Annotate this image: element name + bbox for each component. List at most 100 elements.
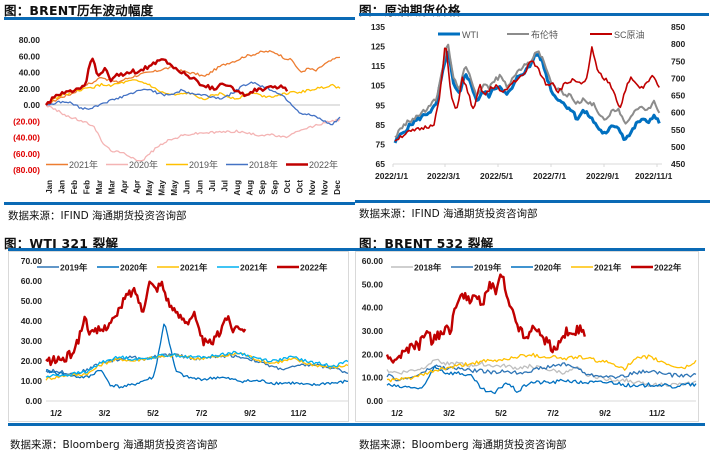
source-note: 数据来源：IFIND 海通期货投资咨询部: [359, 208, 538, 220]
y-tick-label: 40.00: [21, 316, 43, 326]
series-line: [45, 50, 341, 106]
y-tick-label: 60.00: [19, 51, 41, 61]
footer-rule: [355, 423, 705, 426]
series-line: [386, 352, 697, 383]
x-tick-label: 2022/5/1: [480, 171, 513, 181]
y-tick-label-right: 700: [671, 73, 685, 83]
y-tick-label-left: 135: [371, 22, 385, 32]
y-tick-label-right: 450: [671, 159, 685, 169]
y-tick-label-left: 95: [376, 100, 386, 110]
x-tick-label: Jun: [183, 180, 192, 194]
x-tick-label: 5/2: [495, 408, 507, 418]
y-tick-label: (60.00): [13, 149, 40, 159]
x-tick-label: 2022/3/1: [427, 171, 460, 181]
chart-frame: [355, 251, 699, 422]
y-tick-label: (20.00): [13, 116, 40, 126]
y-tick-label-left: 75: [376, 139, 386, 149]
legend-label: 2019年: [60, 263, 88, 273]
series-line: [45, 352, 348, 381]
legend-label: 2021年: [69, 159, 98, 170]
y-tick-label: 30.00: [21, 336, 43, 346]
y-tick-label-right: 800: [671, 39, 685, 49]
y-tick-label: 10.00: [21, 376, 43, 386]
y-tick-label: 10.00: [362, 373, 384, 383]
series-line: [45, 350, 348, 378]
y-tick-label-right: 500: [671, 142, 685, 152]
legend-label: SC原油: [614, 29, 645, 40]
legend-label: 2021年: [180, 263, 208, 273]
y-tick-label: 40.00: [362, 303, 384, 313]
source-note: 数据来源：Bloomberg 海通期货投资咨询部: [10, 439, 218, 451]
y-tick-label-right: 850: [671, 22, 685, 32]
series-line: [386, 358, 697, 388]
x-tick-label: Jul: [220, 180, 229, 192]
x-tick-label: Feb: [83, 180, 92, 194]
x-tick-label: 7/2: [547, 408, 559, 418]
x-tick-label: Aug: [233, 180, 242, 196]
y-tick-label: 70.00: [21, 256, 43, 266]
footer-rule: [355, 200, 710, 203]
y-tick-label-right: 750: [671, 56, 685, 66]
x-tick-label: Jan: [58, 180, 67, 194]
x-tick-label: Aug: [245, 180, 254, 196]
y-tick-label: 50.00: [21, 296, 43, 306]
chart-wti-321: 70.00 60.00 50.00 40.00 30.00 20.00 10.00 0.00 1…: [21, 256, 348, 418]
series-line: [386, 365, 697, 395]
x-tick-label: Mar: [108, 180, 117, 194]
y-tick-label-right: 650: [671, 91, 685, 101]
x-tick-label: 3/2: [443, 408, 455, 418]
legend-label: 布伦特: [531, 29, 558, 40]
legend-label: 2021年: [594, 263, 622, 273]
y-tick-label: 40.00: [19, 68, 41, 78]
legend-label: 2019年: [189, 159, 218, 170]
panel-brent-532: 图：BRENT 532 裂解 60.00 50.00 40.00 30.00 20.00…: [355, 225, 713, 456]
series-line: [394, 46, 660, 142]
x-tick-label: 2022/9/1: [586, 171, 619, 181]
x-tick-label: 11/2: [649, 408, 665, 418]
footer-rule: [4, 202, 355, 205]
panel-crude-prices: 图：原油期货价格 135 125 115 105 95 85 75 65 850 800 750 70…: [355, 0, 713, 225]
x-tick-label: Apr: [120, 180, 129, 194]
title-rule: [8, 248, 355, 251]
legend-label: 2018年: [414, 263, 442, 273]
y-tick-label: 50.00: [362, 279, 384, 289]
series-line: [45, 57, 289, 106]
x-tick-label: 2022/1/1: [375, 171, 408, 181]
legend-label: 2020年: [120, 263, 148, 273]
x-tick-label: May: [145, 179, 154, 195]
x-tick-label: 7/2: [196, 408, 208, 418]
x-tick-label: 2022/11/1: [635, 171, 673, 181]
x-tick-label: 3/2: [99, 408, 111, 418]
y-tick-label-right: 550: [671, 125, 685, 135]
x-tick-label: Feb: [70, 180, 79, 194]
x-tick-label: Jul: [208, 180, 217, 192]
x-tick-label: 5/2: [147, 408, 159, 418]
y-tick-label-left: 105: [371, 81, 385, 91]
y-tick-label: 0.00: [366, 396, 383, 406]
source-note: 数据来源：IFIND 海通期货投资咨询部: [8, 210, 187, 222]
x-tick-label: Dec: [333, 179, 342, 194]
x-tick-label: Nov: [308, 179, 317, 195]
y-tick-label: 30.00: [362, 326, 384, 336]
legend-label: 2022年: [300, 263, 328, 273]
legend-label: 2022年: [309, 159, 338, 170]
x-tick-label: 9/2: [244, 408, 256, 418]
y-tick-label: 20.00: [21, 356, 43, 366]
source-note: 数据来源：Bloomberg 海通期货投资咨询部: [359, 439, 567, 451]
x-tick-label: Jan: [45, 180, 54, 194]
y-tick-label-left: 65: [376, 159, 386, 169]
chart-crude-prices: 135 125 115 105 95 85 75 65 850 800 750 700 650 600 55…: [371, 22, 686, 181]
chart-brent-532: 60.00 50.00 40.00 30.00 20.00 10.00 0.00 1/2 3/2…: [362, 256, 697, 418]
x-tick-label: Apr: [133, 180, 142, 194]
y-tick-label: 60.00: [362, 256, 384, 266]
footer-rule: [8, 423, 355, 426]
series-line: [45, 81, 341, 126]
title-rule: [355, 248, 705, 251]
panel-wti-321: 图：WTI 321 裂解 70.00 60.00 50.00 40.00 30.00 20…: [0, 225, 355, 456]
y-tick-label-left: 125: [371, 42, 385, 52]
x-tick-label: 11/2: [290, 408, 306, 418]
legend-label: 2021年: [240, 263, 268, 273]
y-tick-label: 60.00: [21, 276, 43, 286]
legend-label: 2018年: [249, 159, 278, 170]
chart-title: 图：BRENT历年波动幅度: [4, 3, 154, 18]
